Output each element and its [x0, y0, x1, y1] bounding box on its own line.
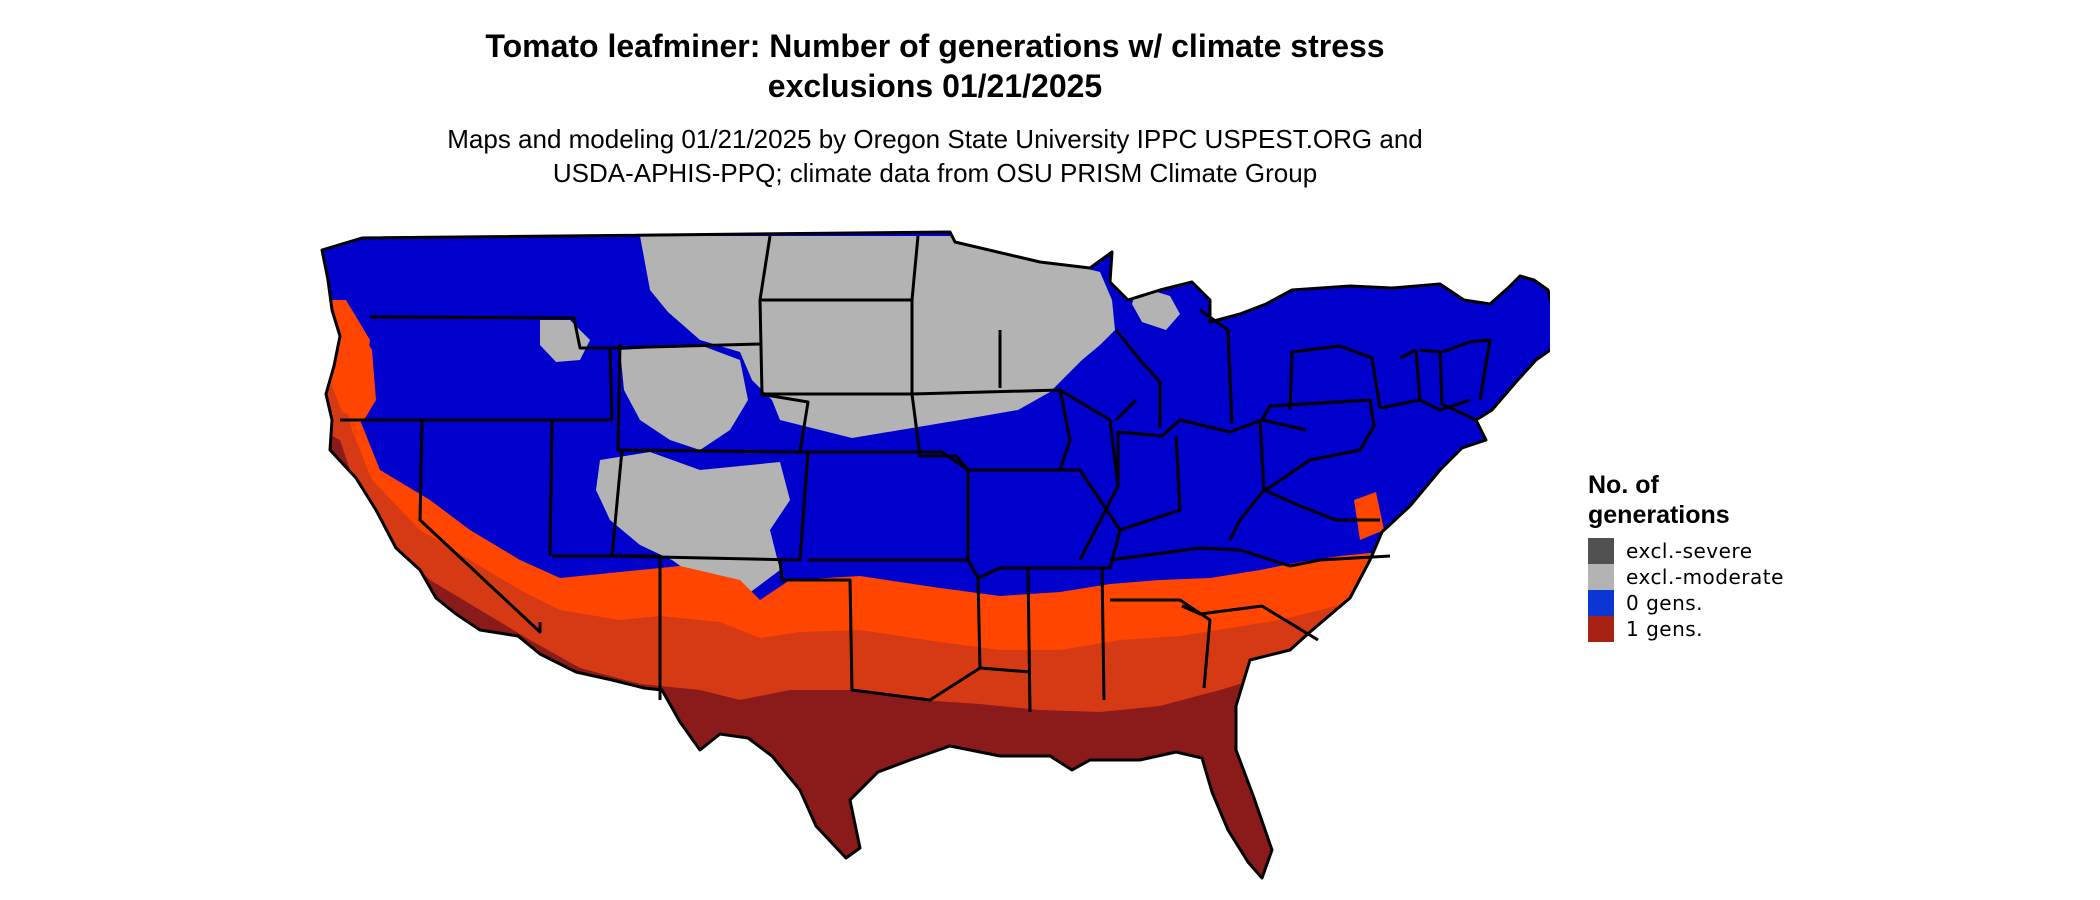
zone-moderate-exclusion-plains [640, 236, 1115, 438]
zone-moderate-exclusion-upper-michigan [1132, 286, 1180, 330]
legend-label-excl-moderate: excl.-moderate [1626, 565, 1784, 589]
legend-label-1-gens: 1 gens. [1626, 617, 1704, 641]
legend-items: excl.-severe excl.-moderate 0 gens. 1 ge… [1588, 538, 1784, 642]
zone-moderate-exclusion-colorado [596, 452, 790, 600]
zone-one-gen-delmarva [1354, 492, 1384, 540]
legend-title-line1: No. of [1588, 471, 1659, 499]
map-legend: No. of generations excl.-severe excl.-mo… [1588, 470, 1784, 642]
legend-title-line2: generations [1588, 501, 1730, 529]
zone-moderate-exclusion-wyoming [620, 345, 748, 450]
state-borders [320, 230, 1550, 880]
legend-swatch-0-gens [1588, 590, 1614, 616]
map-title-line2: exclusions 01/21/2025 [767, 68, 1103, 104]
legend-label-excl-severe: excl.-severe [1626, 539, 1753, 563]
legend-swatch-excl-moderate [1588, 564, 1614, 590]
legend-title: No. of generations [1588, 470, 1784, 530]
map-subtitle-line2: USDA-APHIS-PPQ; climate data from OSU PR… [552, 158, 1318, 188]
legend-item-excl-severe: excl.-severe [1588, 538, 1784, 564]
legend-item-excl-moderate: excl.-moderate [1588, 564, 1784, 590]
map-subtitle-line1: Maps and modeling 01/21/2025 by Oregon S… [447, 124, 1423, 154]
legend-swatch-excl-severe [1588, 538, 1614, 564]
legend-label-0-gens: 0 gens. [1626, 591, 1704, 615]
legend-item-1-gens: 1 gens. [1588, 616, 1784, 642]
us-generations-map [320, 230, 1550, 880]
map-title-line1: Tomato leafminer: Number of generations … [485, 28, 1385, 64]
legend-swatch-1-gens [1588, 616, 1614, 642]
legend-item-0-gens: 0 gens. [1588, 590, 1784, 616]
